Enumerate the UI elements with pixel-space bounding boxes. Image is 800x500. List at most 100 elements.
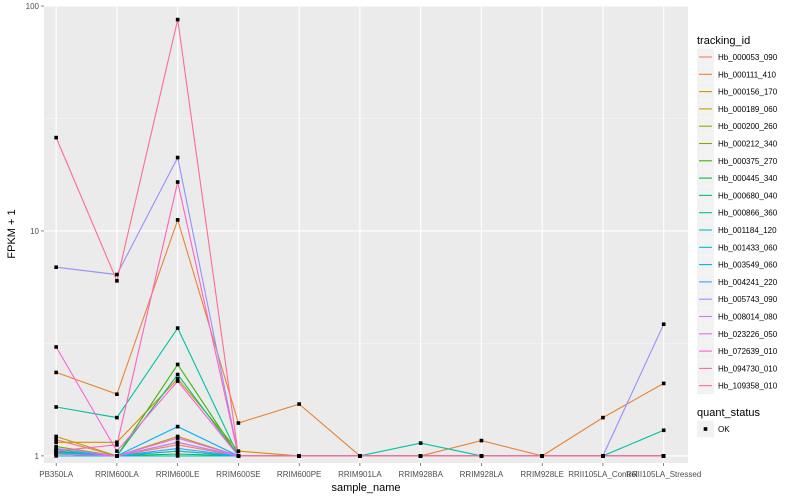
grid-minor <box>44 118 688 344</box>
data-point <box>175 17 180 22</box>
legend-label: Hb_000680_040 <box>718 191 778 200</box>
data-point <box>175 326 180 330</box>
legend-label: Hb_023226_050 <box>718 330 778 339</box>
legend-label: Hb_001184_120 <box>718 226 777 235</box>
data-point <box>115 449 119 453</box>
legend-label: Hb_000445_340 <box>718 174 778 183</box>
x-tick-label: RRIM600PE <box>277 470 321 479</box>
data-point <box>175 372 180 377</box>
x-tick-label: RRIM928LE <box>520 470 564 479</box>
data-point <box>54 135 58 140</box>
data-point <box>115 279 119 283</box>
data-point <box>175 377 180 381</box>
data-point <box>54 440 58 445</box>
data-point <box>115 392 119 397</box>
data-point <box>115 415 119 420</box>
x-tick-label: RRIM600LE <box>156 470 200 479</box>
data-point <box>175 452 180 456</box>
legend-label: Hb_000375_270 <box>718 157 778 166</box>
y-tick-label: 10 <box>30 227 39 236</box>
x-tick-label: RRIM901LA <box>338 470 382 479</box>
legend-label: Hb_000200_260 <box>718 122 778 131</box>
y-tick-label: 100 <box>26 2 40 11</box>
data-point <box>297 402 301 406</box>
legend-label: Hb_004241_220 <box>718 278 778 287</box>
x-tick-label: RRII105LA_Control <box>568 470 638 479</box>
data-point <box>54 345 58 349</box>
legend-label: Hb_008014_080 <box>718 313 778 322</box>
x-tick-label: RRIM600LA <box>95 470 139 479</box>
data-point <box>54 449 58 453</box>
panel-background <box>44 6 688 463</box>
x-axis-title: sample_name <box>331 482 400 494</box>
data-point <box>115 272 119 277</box>
data-point <box>54 434 58 439</box>
legend-title: tracking_id <box>697 35 750 47</box>
legend-label: Hb_000111_410 <box>718 70 777 79</box>
data-point <box>175 180 180 184</box>
data-point <box>54 405 58 409</box>
grid-major <box>44 5 688 463</box>
data-point <box>54 454 58 458</box>
legend-label: Hb_072639_010 <box>718 347 778 356</box>
data-point <box>601 415 605 420</box>
data-point <box>661 454 666 458</box>
data-point <box>479 454 484 458</box>
data-point <box>175 454 180 458</box>
data-point <box>236 449 241 453</box>
data-point <box>54 446 58 451</box>
legend-label: Hb_005743_090 <box>718 295 778 304</box>
legend-label: Hb_003549_060 <box>718 261 778 270</box>
data-point <box>175 362 180 367</box>
data-point <box>54 370 58 375</box>
data-point <box>236 421 241 425</box>
y-axis-title: FPKM + 1 <box>6 209 18 258</box>
data-point <box>358 454 362 458</box>
data-point <box>175 449 180 453</box>
data-point <box>236 454 241 458</box>
data-point <box>418 441 423 445</box>
data-point <box>115 454 119 458</box>
data-point <box>54 437 58 442</box>
legend-label: Hb_001433_060 <box>718 243 778 252</box>
x-tick-label: RRII105LA_Stressed <box>626 470 701 479</box>
data-point <box>175 440 180 445</box>
data-point <box>540 454 544 458</box>
legend-label: Hb_109358_010 <box>718 382 778 391</box>
data-point <box>297 454 301 458</box>
data-point <box>54 452 58 456</box>
data-point <box>115 440 119 445</box>
legend-quant-status: quant_status OK <box>697 407 760 438</box>
data-point <box>175 436 180 440</box>
legend-label: Hb_000212_340 <box>718 140 778 149</box>
data-point <box>661 428 666 433</box>
data-point <box>175 424 180 429</box>
legend-label: Hb_000053_090 <box>718 53 778 62</box>
legend-label: OK <box>718 425 730 434</box>
data-point <box>601 454 605 458</box>
data-point <box>175 218 180 222</box>
x-tick-label: PB350LA <box>39 470 73 479</box>
data-point <box>54 265 58 270</box>
legend-key-point <box>703 427 708 431</box>
data-point <box>418 454 423 458</box>
y-axis: 1 10 100 <box>26 2 44 461</box>
data-point <box>175 155 180 160</box>
data-point <box>175 379 180 383</box>
data-point <box>661 322 666 327</box>
legend-label: Hb_000156_170 <box>718 88 778 97</box>
legend-tracking-id: tracking_id Hb_000053_090 Hb_000111_410 Hb… <box>697 35 778 395</box>
legend-title: quant_status <box>697 407 760 419</box>
data-point <box>479 438 484 443</box>
data-point <box>175 446 180 451</box>
data-point <box>175 443 180 447</box>
data-point <box>115 443 119 447</box>
x-tick-label: RRIM600SE <box>216 470 260 479</box>
legend-label: Hb_000866_360 <box>718 209 778 218</box>
data-point <box>661 381 666 386</box>
x-tick-label: RRIM928BA <box>398 470 443 479</box>
x-axis: PB350LA RRIM600LA RRIM600LE RRIM600SE RRIM60… <box>39 463 701 479</box>
series-points <box>54 17 666 458</box>
legend-label: Hb_000189_060 <box>718 105 778 114</box>
